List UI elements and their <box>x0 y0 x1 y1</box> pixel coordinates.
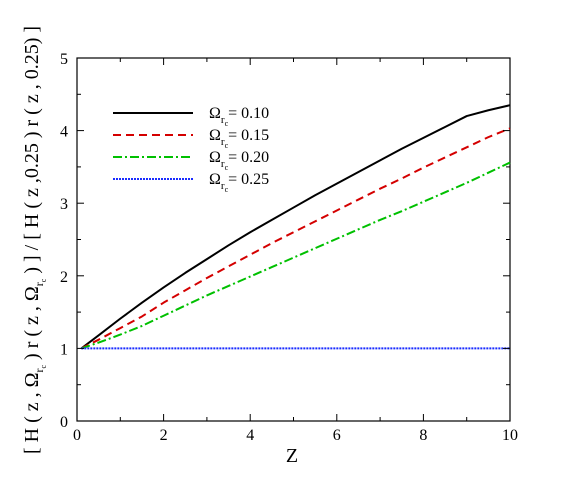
legend-value: = 0.20 <box>228 149 269 166</box>
y-label-subsub-c-1: c <box>39 365 48 369</box>
y-label-omega-1: Ω <box>21 373 43 388</box>
legend-entry: Ωrc= 0.15 <box>113 127 269 150</box>
y-tick-label: 5 <box>60 51 68 68</box>
series-layer <box>80 104 511 350</box>
legend-sub-r: r <box>221 180 225 192</box>
x-tick-label: 8 <box>419 427 427 444</box>
legend-label: Ωrc= 0.20 <box>209 149 269 172</box>
y-label-sub-r-1: r <box>32 369 46 373</box>
legend-omega: Ω <box>209 171 221 188</box>
legend-subsub-c: c <box>225 185 229 194</box>
x-axis-ticks: 0 2 4 6 8 10 <box>73 58 518 444</box>
legend-sub-r: r <box>221 136 225 148</box>
series-line-1 <box>80 104 511 350</box>
legend-value: = 0.25 <box>228 171 269 188</box>
y-tick-label: 0 <box>60 414 68 431</box>
legend-omega: Ω <box>209 127 221 144</box>
y-tick-label: 2 <box>60 269 68 286</box>
x-axis-label: Z <box>286 445 298 467</box>
y-label-part-2: ) r ( z , <box>21 301 43 365</box>
legend-entry: Ωrc= 0.25 <box>113 171 269 194</box>
x-tick-label: 0 <box>73 427 81 444</box>
y-label-sub-r-2: r <box>32 282 46 286</box>
legend-entry: Ωrc= 0.10 <box>113 105 269 128</box>
y-label-part-1: [ H ( z , <box>21 387 43 454</box>
x-tick-label: 10 <box>502 427 518 444</box>
series-line-2 <box>80 127 511 350</box>
y-label-omega-2: Ω <box>21 286 43 301</box>
legend-subsub-c: c <box>225 119 229 128</box>
legend-omega: Ω <box>209 149 221 166</box>
y-axis-ticks: 0 1 2 3 4 5 <box>60 51 510 431</box>
x-tick-label: 6 <box>333 427 341 444</box>
y-label-part-3: ) ] / [ H ( z ,0.25 ) r ( z , 0.25) ] <box>21 26 43 279</box>
legend-value: = 0.15 <box>228 127 269 144</box>
legend-omega: Ω <box>209 105 221 122</box>
legend-sub-r: r <box>221 114 225 126</box>
legend-subsub-c: c <box>225 141 229 150</box>
legend-label: Ωrc= 0.25 <box>209 171 269 194</box>
x-tick-label: 4 <box>246 427 254 444</box>
legend-label: Ωrc= 0.15 <box>209 127 269 150</box>
legend-label: Ωrc= 0.10 <box>209 105 269 128</box>
series-line-3 <box>81 161 511 350</box>
y-axis-label: [ H ( z , Ωrc ) r ( z , Ωrc ) ] / [ H ( … <box>21 26 48 454</box>
y-label-subsub-c-2: c <box>39 278 48 282</box>
x-tick-label: 2 <box>160 427 168 444</box>
legend-entry: Ωrc= 0.20 <box>113 149 269 172</box>
legend-value: = 0.10 <box>228 105 269 122</box>
y-tick-label: 4 <box>60 124 68 141</box>
y-tick-label: 3 <box>60 196 68 213</box>
y-tick-label: 1 <box>60 341 68 358</box>
legend-sub-r: r <box>221 158 225 170</box>
legend-subsub-c: c <box>225 163 229 172</box>
